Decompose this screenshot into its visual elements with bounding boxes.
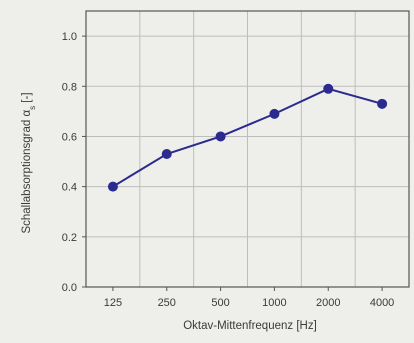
y-tick-label: 0.8 <box>62 81 77 93</box>
y-axis-label-main: Schallabsorptionsgrad α <box>21 110 33 234</box>
x-tick-label: 1000 <box>262 297 286 309</box>
plot-area-frame <box>85 10 410 288</box>
y-tick-label: 0.2 <box>62 232 77 244</box>
data-point <box>323 83 334 94</box>
y-axis-label: Schallabsorptionsgrad αs [-] <box>21 92 37 233</box>
series-line <box>112 87 383 188</box>
x-axis-label: Oktav-Mittenfrequenz [Hz] <box>183 320 317 332</box>
x-tick-label: 250 <box>158 297 176 309</box>
y-axis-label-subscript: s <box>28 106 37 110</box>
x-tick-label: 500 <box>211 297 229 309</box>
data-series <box>107 83 388 192</box>
data-point <box>215 131 226 142</box>
y-tick-label: 0.6 <box>62 131 77 143</box>
data-point <box>107 181 118 192</box>
x-tick-label: 2000 <box>316 297 340 309</box>
x-tick-label: 4000 <box>370 297 394 309</box>
y-tick-label: 0.4 <box>62 182 77 194</box>
data-point <box>269 108 280 119</box>
grid-lines <box>86 11 409 288</box>
data-point <box>161 149 172 160</box>
data-point <box>377 98 388 109</box>
y-axis-label-unit: [-] <box>21 92 33 105</box>
x-tick-label: 125 <box>104 297 122 309</box>
x-tick-labels: 125 250 500 1000 2000 4000 <box>104 287 394 309</box>
y-tick-label: 0.0 <box>62 282 77 294</box>
y-tick-labels: 0.0 0.2 0.4 0.6 0.8 1.0 <box>62 31 86 294</box>
y-tick-label: 1.0 <box>62 31 77 43</box>
